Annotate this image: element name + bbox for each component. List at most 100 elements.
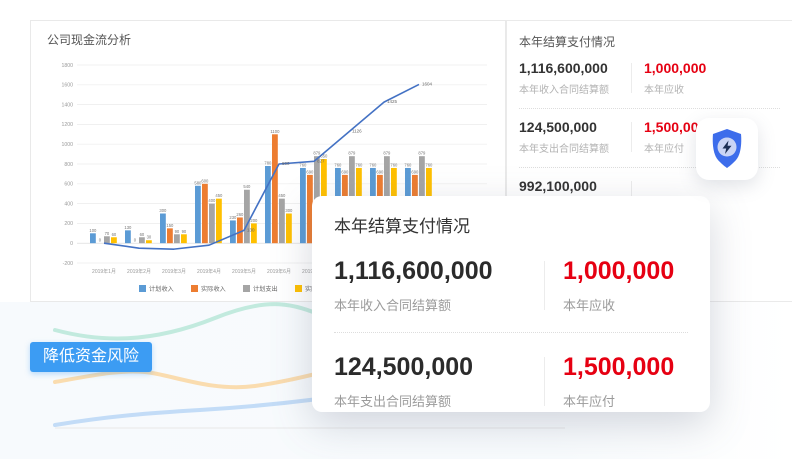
popup-income-settlement-label: 本年收入合同结算额	[334, 298, 452, 313]
bar-计划支出	[244, 189, 250, 244]
bar-value-label: 100	[89, 228, 97, 233]
bar-value-label: 760	[299, 162, 307, 167]
bar-实际支出	[146, 240, 152, 244]
bar-value-label: 400	[208, 198, 216, 203]
popup-payable-label: 本年应付	[563, 394, 616, 409]
dotted-separator	[519, 108, 780, 109]
y-tick-label: -200	[63, 261, 73, 267]
bar-value-label: 130	[124, 225, 132, 230]
popup-row-income: 1,116,600,000 本年收入合同结算额 1,000,000 本年应收	[334, 257, 688, 314]
bar-实际收入	[202, 183, 208, 244]
line-point-label: 827	[317, 158, 325, 163]
popup-cell: 1,000,000 本年应收	[563, 257, 674, 314]
bar-value-label: 600	[201, 178, 209, 183]
bar-value-label: 690	[411, 169, 419, 174]
bar-value-label: 150	[166, 223, 174, 228]
bar-value-label: 1100	[270, 129, 280, 134]
bar-实际收入	[237, 217, 243, 244]
bar-value-label: 90	[182, 229, 187, 234]
income-settlement-value: 1,116,600,000	[519, 60, 608, 76]
y-tick-label: 600	[64, 182, 73, 188]
chart-title: 公司现金流分析	[47, 33, 132, 47]
bar-实际支出	[181, 234, 187, 244]
legend-swatch	[191, 285, 198, 292]
line-point-label: 800	[282, 161, 290, 166]
bar-value-label: 450	[278, 193, 286, 198]
bar-value-label: 580	[194, 180, 202, 185]
bar-value-label: 60	[140, 232, 145, 237]
bar-实际支出	[251, 223, 257, 244]
y-tick-label: 400	[64, 201, 73, 207]
legend-swatch	[139, 285, 146, 292]
column-divider	[544, 261, 545, 310]
bar-计划支出	[209, 203, 215, 244]
bar-实际支出	[216, 198, 222, 244]
popup-income-settlement-value: 1,116,600,000	[334, 257, 493, 285]
popup-cell: 1,500,000 本年应付	[563, 353, 674, 410]
y-tick-label: 0	[70, 241, 73, 247]
x-tick-label: 2019年4月	[197, 268, 221, 275]
line-point-label: 1126	[352, 129, 362, 134]
y-tick-label: 1600	[61, 83, 73, 89]
bar-实际支出	[286, 213, 292, 244]
y-tick-label: 1200	[61, 122, 73, 128]
y-tick-label: 200	[64, 221, 73, 227]
bar-value-label: 450	[215, 193, 223, 198]
summary-row-income: 1,116,600,000 本年收入合同结算额 1,000,000 本年应收	[519, 60, 792, 96]
popup-receivable-value: 1,000,000	[563, 257, 675, 285]
x-tick-label: 2019年1月	[92, 268, 116, 275]
bar-计划收入	[90, 233, 96, 244]
legend-label: 实际收入	[201, 285, 226, 293]
bar-value-label: 850	[320, 154, 328, 159]
bar-计划收入	[195, 185, 201, 244]
bar-实际收入	[272, 134, 278, 244]
bar-value-label: 879	[383, 151, 391, 156]
summary-cell: 1,500,000 本年应付	[644, 119, 706, 155]
bar-value-label: 540	[243, 184, 251, 189]
legend-label: 计划支出	[253, 285, 278, 293]
bar-计划支出	[104, 236, 110, 244]
bar-计划收入	[160, 213, 166, 244]
bar-value-label: 690	[376, 169, 384, 174]
popup-title: 本年结算支付情况	[334, 217, 470, 236]
bar-实际收入	[307, 174, 313, 244]
bar-实际收入	[167, 228, 173, 244]
bar-value-label: 70	[105, 231, 110, 236]
column-divider	[544, 357, 545, 406]
popup-expense-settlement-label: 本年支出合同结算额	[334, 394, 452, 409]
bar-value-label: 780	[264, 160, 272, 165]
balance-value: 992,100,000	[519, 178, 597, 194]
x-tick-label: 2019年6月	[267, 268, 291, 275]
bar-计划收入	[125, 230, 131, 244]
cumulative-line	[103, 83, 420, 250]
popup-payable-value: 1,500,000	[563, 353, 675, 381]
bar-value-label: 760	[369, 162, 377, 167]
bar-value-label: 879	[348, 151, 356, 156]
y-tick-label: 800	[64, 162, 73, 168]
legend-swatch	[295, 285, 302, 292]
dotted-separator	[519, 167, 780, 168]
line-point-label: 1604	[422, 81, 433, 86]
risk-reduction-badge[interactable]: 降低资金风险	[30, 342, 153, 372]
bar-计划支出	[279, 198, 285, 244]
payable-label: 本年应付	[644, 144, 684, 155]
expense-settlement-value: 124,500,000	[519, 119, 597, 135]
bar-value-label: 0	[99, 238, 102, 243]
x-tick-label: 2019年5月	[232, 268, 256, 275]
popup-row-expense: 124,500,000 本年支出合同结算额 1,500,000 本年应付	[334, 353, 688, 410]
x-tick-label: 2019年3月	[162, 268, 186, 275]
column-divider	[631, 122, 632, 152]
summary-cell: 124,500,000 本年支出合同结算额	[519, 119, 631, 155]
bar-value-label: 230	[229, 215, 237, 220]
popup-cell: 1,116,600,000 本年收入合同结算额	[334, 257, 544, 314]
bar-value-label: 300	[159, 208, 167, 213]
bar-实际支出	[111, 237, 117, 244]
bar-计划支出	[139, 237, 145, 244]
bar-value-label: 90	[175, 229, 180, 234]
summary-row-expense: 124,500,000 本年支出合同结算额 1,500,000 本年应付	[519, 119, 792, 155]
bar-value-label: 690	[341, 169, 349, 174]
bar-value-label: 879	[313, 151, 321, 156]
popup-cell: 124,500,000 本年支出合同结算额	[334, 353, 544, 410]
bar-value-label: 30	[147, 235, 152, 240]
